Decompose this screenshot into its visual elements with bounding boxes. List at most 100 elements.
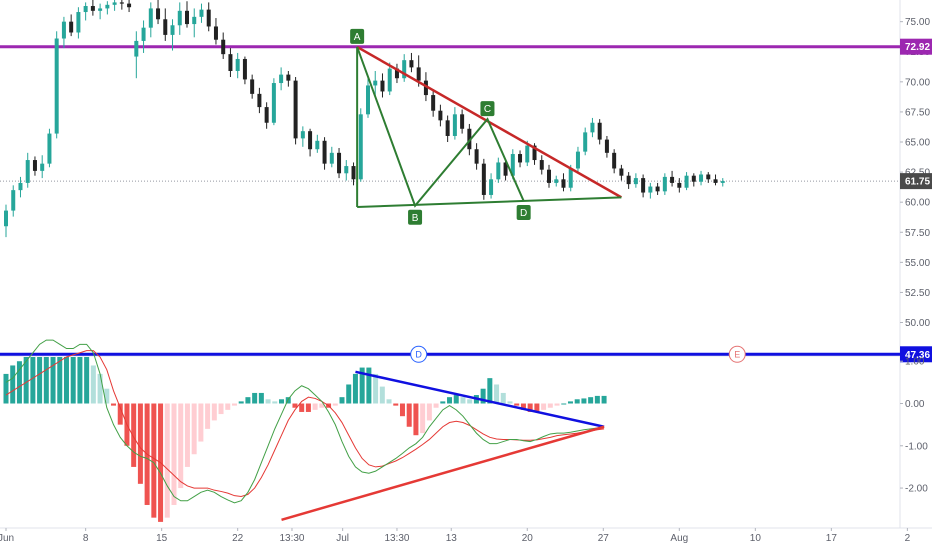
time-tick-label: Aug bbox=[670, 533, 688, 544]
macd-histogram-bar bbox=[198, 403, 204, 442]
macd-histogram-bar bbox=[447, 397, 453, 404]
candle-body bbox=[604, 139, 609, 153]
pattern-point-a-badge bbox=[350, 28, 365, 44]
blue-price-tag-label: 47.36 bbox=[905, 350, 930, 361]
abcd-zigzag bbox=[356, 46, 525, 208]
candle-body bbox=[308, 131, 313, 150]
time-tick-label: 27 bbox=[598, 533, 610, 544]
candle-body bbox=[525, 145, 530, 163]
macd-histogram-bar bbox=[352, 373, 358, 404]
macd-histogram-bar bbox=[231, 403, 237, 406]
candle-body bbox=[699, 174, 704, 182]
candle-body bbox=[98, 8, 103, 11]
macd-histogram-bar bbox=[252, 392, 258, 404]
macd-histogram-bar bbox=[554, 403, 560, 406]
time-tick-label: 20 bbox=[522, 533, 534, 544]
macd-histogram-bar bbox=[319, 403, 325, 408]
macd-histogram-bar bbox=[97, 373, 103, 404]
macd-histogram-bar bbox=[312, 403, 318, 410]
macd-tick-label: 0.00 bbox=[905, 399, 925, 410]
candle-body bbox=[561, 179, 566, 188]
macd-histogram-bar bbox=[90, 365, 96, 404]
price-tick-label: 52.50 bbox=[905, 288, 930, 299]
time-axis[interactable]: Jun 8 15 22 13:30 Jul 13:30 13 20 27 Aug 10 17 2 bbox=[0, 528, 911, 544]
candle-body bbox=[597, 122, 602, 140]
pattern-point-d-badge bbox=[516, 204, 531, 220]
candle-body bbox=[691, 175, 696, 182]
candle-body bbox=[641, 178, 646, 193]
candle-body bbox=[590, 122, 595, 133]
macd-histogram-bar bbox=[541, 403, 547, 410]
candlestick-series bbox=[4, 0, 725, 238]
current-price-tag-label: 61.75 bbox=[905, 177, 930, 188]
price-axis[interactable]: 75.0072.5070.0067.5065.0062.5060.0057.50… bbox=[900, 17, 932, 363]
candle-body bbox=[199, 9, 204, 17]
candle-body bbox=[148, 8, 153, 28]
candle-body bbox=[474, 149, 479, 164]
macd-histogram-bar bbox=[467, 399, 473, 404]
time-tick-label: 22 bbox=[232, 533, 244, 544]
candle-body bbox=[228, 54, 233, 71]
macd-histogram-bar bbox=[10, 365, 16, 404]
candle-body bbox=[61, 21, 66, 39]
macd-histogram-bar bbox=[272, 401, 278, 404]
macd-histogram-bar bbox=[433, 403, 439, 408]
candle-body bbox=[575, 151, 580, 169]
candle-body bbox=[90, 6, 95, 11]
macd-histogram-bar bbox=[399, 403, 405, 417]
candle-body bbox=[18, 182, 23, 191]
pattern-point-b-badge bbox=[408, 209, 423, 225]
candle-body bbox=[47, 133, 52, 164]
candle-body bbox=[4, 210, 8, 227]
candle-body bbox=[648, 186, 653, 193]
macd-histogram-bar bbox=[453, 395, 459, 404]
macd-histogram-bar bbox=[84, 357, 90, 404]
candle-body bbox=[583, 132, 588, 152]
macd-histogram-bar bbox=[460, 397, 466, 404]
candle-body bbox=[503, 162, 508, 176]
time-tick-label: 13 bbox=[446, 533, 458, 544]
time-tick-label: 13:30 bbox=[384, 533, 409, 544]
candle-body bbox=[250, 79, 255, 94]
macd-histogram-bar bbox=[23, 357, 29, 404]
candle-body bbox=[337, 152, 342, 174]
macd-histogram-bar bbox=[299, 403, 305, 412]
macd-histogram-bar bbox=[413, 403, 419, 436]
macd-histogram-bar bbox=[16, 361, 22, 404]
candle-body bbox=[185, 10, 189, 25]
macd-histogram-bar bbox=[171, 403, 177, 505]
macd-panel bbox=[3, 339, 607, 522]
macd-histogram-bar bbox=[494, 384, 500, 404]
candle-body bbox=[286, 74, 291, 81]
macd-histogram-bar bbox=[50, 357, 56, 404]
candle-body bbox=[315, 140, 320, 150]
candle-body bbox=[54, 38, 59, 134]
candle-body bbox=[423, 80, 428, 96]
macd-histogram-bar bbox=[588, 397, 594, 404]
grid bbox=[0, 0, 932, 529]
candle-body bbox=[684, 175, 689, 188]
macd-histogram-bar bbox=[104, 388, 110, 404]
macd-axis[interactable]: 1.00 0.00 -1.00 -2.00 bbox=[900, 357, 928, 495]
support-base-line bbox=[357, 196, 622, 208]
candle-body bbox=[329, 152, 334, 164]
macd-histogram-bar bbox=[393, 403, 399, 406]
candle-body bbox=[547, 169, 551, 183]
macd-histogram-bar bbox=[3, 373, 9, 404]
candle-body bbox=[539, 160, 544, 170]
macd-histogram-bar bbox=[63, 357, 69, 404]
macd-histogram-bar bbox=[547, 403, 553, 408]
macd-histogram-bar bbox=[77, 357, 83, 404]
candle-body bbox=[445, 120, 450, 136]
macd-histogram-bar bbox=[426, 403, 432, 421]
macd-histogram-bar bbox=[339, 397, 345, 404]
macd-tick-label: -1.00 bbox=[905, 441, 928, 452]
macd-histogram-bar bbox=[601, 395, 607, 404]
macd-histogram-bar bbox=[43, 357, 49, 404]
candle-body bbox=[394, 68, 399, 79]
candle-body bbox=[83, 6, 88, 13]
macd-histogram-bar bbox=[366, 367, 372, 404]
candle-body bbox=[373, 80, 378, 86]
candle-body bbox=[431, 95, 436, 111]
